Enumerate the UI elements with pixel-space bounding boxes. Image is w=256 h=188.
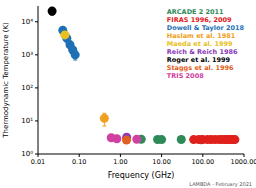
svg-text:1.00: 1.00 bbox=[113, 158, 127, 166]
html-text:TRIS 2008: TRIS 2008 bbox=[166, 72, 204, 80]
svg-text:10¹: 10¹ bbox=[21, 117, 33, 125]
svg-text:1000.00: 1000.00 bbox=[231, 158, 248, 166]
html-text:Reich & Reich 1986: Reich & Reich 1986 bbox=[166, 48, 238, 56]
svg-text:0.01: 0.01 bbox=[31, 158, 45, 166]
html-text:Roger et al. 1999: Roger et al. 1999 bbox=[166, 56, 230, 64]
html-text:ARCADE 2 2011: ARCADE 2 2011 bbox=[166, 8, 224, 16]
html-text:LAMBDA - February 2021: LAMBDA - February 2021 bbox=[189, 181, 252, 187]
svg-text:10.00: 10.00 bbox=[152, 158, 171, 166]
html-text:Haslam et al. 1981: Haslam et al. 1981 bbox=[166, 32, 236, 40]
svg-text:Frequency (GHz): Frequency (GHz) bbox=[108, 171, 175, 180]
svg-text:Thermodynamic Temperature (K): Thermodynamic Temperature (K) bbox=[8, 22, 10, 139]
svg-text:10²: 10² bbox=[21, 84, 33, 92]
svg-text:0.10: 0.10 bbox=[72, 158, 86, 166]
html-text:Maeda et al. 1999: Maeda et al. 1999 bbox=[166, 40, 233, 48]
svg-text:100.00: 100.00 bbox=[191, 158, 214, 166]
html-text:Dowell & Taylor 2018: Dowell & Taylor 2018 bbox=[166, 24, 244, 32]
svg-text:10⁰: 10⁰ bbox=[21, 150, 33, 158]
html-text:FIRAS 1996, 2009: FIRAS 1996, 2009 bbox=[166, 16, 232, 24]
svg-text:10⁴: 10⁴ bbox=[21, 18, 33, 26]
html-text:Staggs et al. 1996: Staggs et al. 1996 bbox=[166, 64, 234, 72]
svg-text:10³: 10³ bbox=[21, 51, 33, 59]
